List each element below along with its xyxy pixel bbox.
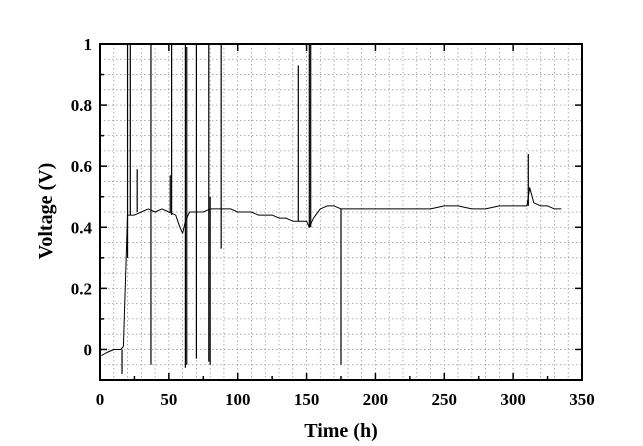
x-axis-title: Time (h) [304, 420, 378, 442]
y-axis-title: Voltage (V) [35, 163, 57, 259]
x-axis: 0 50 100 150 200 250 300 350 [96, 44, 595, 409]
x-tick-label: 250 [432, 390, 458, 409]
x-tick-label: 150 [294, 390, 320, 409]
y-axis: 0 0.2 0.4 0.6 0.8 1 [71, 35, 582, 359]
x-tick-label: 100 [225, 390, 251, 409]
voltage-series-line [101, 187, 562, 357]
x-tick-label: 350 [569, 390, 595, 409]
y-tick-label: 0.6 [71, 157, 92, 176]
y-tick-label: 0 [84, 340, 93, 359]
y-tick-label: 0.2 [71, 279, 92, 298]
x-tick-label: 300 [500, 390, 526, 409]
x-tick-label: 50 [160, 390, 177, 409]
y-tick-label: 0.4 [71, 218, 93, 237]
series-layer [101, 187, 562, 357]
x-tick-label: 0 [96, 390, 105, 409]
spike-layer [121, 44, 529, 374]
y-tick-label: 1 [84, 35, 93, 54]
x-tick-label: 200 [363, 390, 389, 409]
y-tick-label: 0.8 [71, 96, 92, 115]
